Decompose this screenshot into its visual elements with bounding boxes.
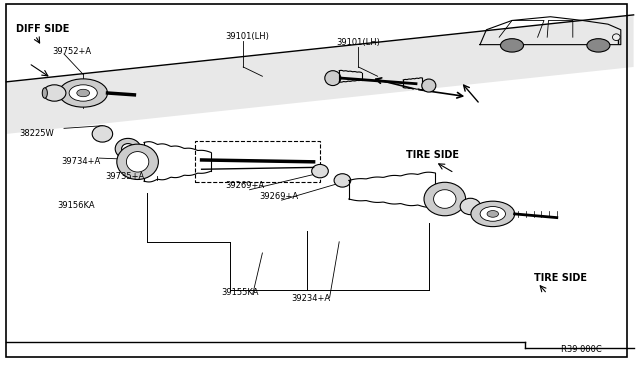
Ellipse shape <box>115 138 141 159</box>
Circle shape <box>77 89 90 97</box>
Text: 39156KA: 39156KA <box>58 201 95 210</box>
Circle shape <box>471 201 515 227</box>
Text: 39101(LH): 39101(LH) <box>225 32 269 41</box>
Ellipse shape <box>434 190 456 208</box>
Ellipse shape <box>127 152 148 172</box>
Text: TIRE SIDE: TIRE SIDE <box>406 150 460 160</box>
Text: 39734+A: 39734+A <box>61 157 100 166</box>
Circle shape <box>480 206 506 221</box>
Ellipse shape <box>43 85 66 101</box>
Ellipse shape <box>312 164 328 178</box>
Circle shape <box>587 39 610 52</box>
Circle shape <box>59 79 108 107</box>
Text: 39234+A: 39234+A <box>291 294 330 302</box>
Ellipse shape <box>612 34 620 41</box>
Ellipse shape <box>116 144 159 180</box>
Text: 39101(LH): 39101(LH) <box>336 38 380 47</box>
Ellipse shape <box>334 174 351 187</box>
Text: 39752+A: 39752+A <box>52 47 92 56</box>
Text: 39735+A: 39735+A <box>106 172 145 181</box>
Circle shape <box>487 211 499 217</box>
Ellipse shape <box>92 126 113 142</box>
Ellipse shape <box>422 79 436 92</box>
Text: TIRE SIDE: TIRE SIDE <box>534 273 588 283</box>
Ellipse shape <box>424 182 466 216</box>
Ellipse shape <box>325 71 341 86</box>
Circle shape <box>500 39 524 52</box>
Ellipse shape <box>460 198 481 215</box>
Polygon shape <box>6 15 634 134</box>
Ellipse shape <box>122 144 134 154</box>
Text: 39269+A: 39269+A <box>225 181 264 190</box>
Text: R39 000C: R39 000C <box>561 344 602 353</box>
Text: 39269+A: 39269+A <box>259 192 298 201</box>
Text: DIFF SIDE: DIFF SIDE <box>16 23 69 33</box>
Circle shape <box>69 85 97 101</box>
Text: 38225W: 38225W <box>19 129 54 138</box>
Text: 39155KA: 39155KA <box>221 288 259 296</box>
Ellipse shape <box>42 88 47 98</box>
